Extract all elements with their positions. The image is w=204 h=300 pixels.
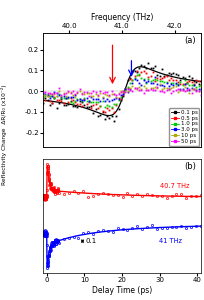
Text: Reflectivity Change  ΔR/R₀ (x10⁻²): Reflectivity Change ΔR/R₀ (x10⁻²) [1,85,7,185]
X-axis label: Frequency (THz): Frequency (THz) [90,13,152,22]
X-axis label: Delay Time (ps): Delay Time (ps) [91,286,151,295]
Text: (a): (a) [184,36,195,45]
Legend: 0.1 ps, 0.5 ps, 1.0 ps, 3.0 ps, 10 ps, 50 ps: 0.1 ps, 0.5 ps, 1.0 ps, 3.0 ps, 10 ps, 5… [168,108,198,146]
Text: 0.1: 0.1 [85,238,96,244]
Text: 40.7 THz: 40.7 THz [159,183,189,189]
Text: 41 THz: 41 THz [158,238,181,244]
Text: (b): (b) [183,162,195,171]
